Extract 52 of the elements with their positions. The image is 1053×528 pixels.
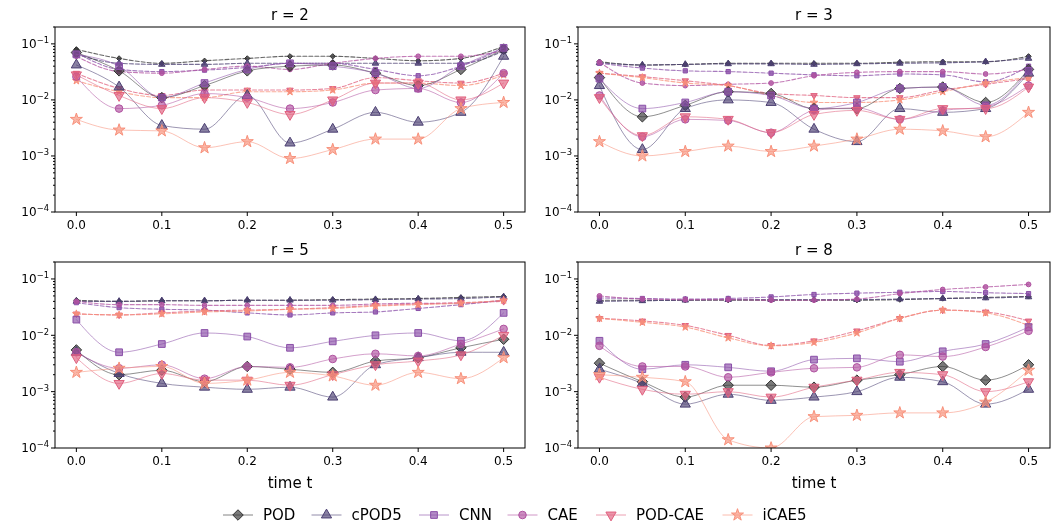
- y-tick-label: 10$^{−2}$: [544, 91, 572, 108]
- x-tick-label: 0.3: [323, 218, 343, 232]
- x-tick-label: 0.1: [152, 218, 172, 232]
- chart-title: r = 2: [271, 6, 309, 24]
- legend-label: CNN: [459, 506, 492, 525]
- x-tick-label: 0.1: [675, 218, 695, 232]
- x-tick-label: 0.0: [66, 218, 86, 232]
- y-tick-label: 10$^{−1}$: [544, 35, 572, 52]
- x-tick-label: 0.1: [152, 454, 172, 468]
- y-tick-label: 10$^{−1}$: [544, 270, 572, 287]
- x-tick-label: 0.2: [761, 218, 781, 232]
- x-tick-label: 0.5: [494, 218, 514, 232]
- y-tick-label: 10$^{−3}$: [544, 382, 572, 399]
- x-tick-label: 0.5: [1019, 454, 1039, 468]
- x-tick-label: 0.0: [66, 454, 86, 468]
- legend-label: cPOD5: [351, 506, 402, 525]
- legend-label: POD-CAE: [636, 506, 705, 525]
- y-tick-label: 10$^{−4}$: [544, 203, 572, 220]
- y-tick-label: 10$^{−2}$: [21, 91, 49, 108]
- chart-title: r = 8: [795, 241, 833, 259]
- y-tick-label: 10$^{−4}$: [21, 203, 49, 220]
- x-tick-label: 0.1: [675, 454, 695, 468]
- y-tick-label: 10$^{−3}$: [544, 147, 572, 164]
- x-tick-label: 0.3: [323, 454, 343, 468]
- legend-label: CAE: [547, 506, 578, 525]
- y-tick-label: 10$^{−1}$: [21, 270, 49, 287]
- chart-title: r = 3: [795, 6, 833, 24]
- y-tick-label: 10$^{−1}$: [21, 35, 49, 52]
- x-tick-label: 0.3: [847, 218, 867, 232]
- x-tick-label: 0.0: [589, 218, 609, 232]
- x-tick-label: 0.0: [589, 454, 609, 468]
- x-tick-label: 0.5: [494, 454, 514, 468]
- x-tick-label: 0.5: [1019, 218, 1039, 232]
- x-tick-label: 0.4: [408, 454, 428, 468]
- y-tick-label: 10$^{−3}$: [21, 147, 49, 164]
- x-axis-title: time t: [791, 474, 837, 492]
- chart-title: r = 5: [271, 241, 309, 259]
- x-tick-label: 0.2: [761, 454, 781, 468]
- x-tick-label: 0.2: [237, 454, 257, 468]
- x-axis-title: time t: [267, 474, 313, 492]
- x-tick-label: 0.4: [933, 454, 953, 468]
- x-tick-label: 0.4: [933, 218, 953, 232]
- y-tick-label: 10$^{−3}$: [21, 382, 49, 399]
- x-tick-label: 0.3: [847, 454, 867, 468]
- legend-label: iCAE5: [762, 506, 807, 525]
- x-tick-label: 0.4: [408, 218, 428, 232]
- y-tick-label: 10$^{−4}$: [21, 439, 49, 456]
- y-tick-label: 10$^{−2}$: [544, 326, 572, 343]
- y-tick-label: 10$^{−2}$: [21, 326, 49, 343]
- y-tick-label: 10$^{−4}$: [544, 439, 572, 456]
- x-tick-label: 0.2: [237, 218, 257, 232]
- legend-label: POD: [263, 506, 296, 525]
